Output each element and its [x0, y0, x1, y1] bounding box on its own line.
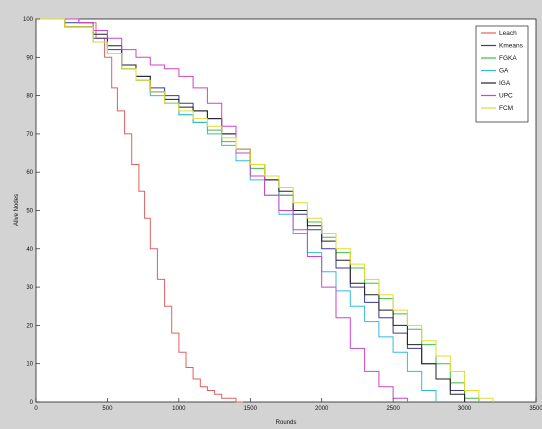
series-line-leach [36, 18, 244, 403]
x-axis-label: Rounds [276, 420, 297, 426]
y-tick-label: 100 [23, 17, 34, 23]
y-tick-label: 60 [26, 170, 33, 176]
series-line-upc [36, 18, 408, 402]
y-tick-label: 70 [26, 132, 33, 138]
legend-label-leach: Leach [499, 30, 517, 37]
y-tick-label: 10 [26, 362, 33, 368]
x-tick-label: 2500 [386, 406, 400, 412]
y-tick-label: 40 [26, 247, 33, 253]
y-tick-label: 30 [26, 285, 33, 291]
y-tick-label: 0 [30, 400, 34, 406]
x-tick-label: 1000 [172, 406, 186, 412]
tick-layer: 0 500 1000 1500 2000 2500 3000 3500 0 10 20 30 40 50 6… [23, 17, 542, 412]
series-layer [36, 18, 494, 403]
x-tick-label: 3500 [529, 406, 542, 412]
legend: Leach Kmeans FGKA GA IGA UPC FCM [475, 25, 529, 123]
legend-box [475, 25, 529, 123]
x-tick-label: 1500 [244, 406, 258, 412]
x-tick-label: 3000 [458, 406, 472, 412]
legend-label-fgka: FGKA [499, 55, 517, 62]
legend-label-iga: IGA [499, 80, 511, 87]
x-tick-label: 2000 [315, 406, 329, 412]
y-tick-label: 80 [26, 94, 33, 100]
y-axis-label: Alive Nodes [14, 194, 20, 226]
y-tick-label: 20 [26, 323, 33, 329]
x-tick-label: 0 [34, 406, 38, 412]
x-tick-label: 500 [102, 406, 113, 412]
legend-label-fcm: FCM [499, 105, 513, 112]
legend-label-upc: UPC [499, 93, 513, 100]
y-tick-label: 50 [26, 209, 33, 215]
legend-label-kmeans: Kmeans [499, 43, 524, 50]
legend-label-ga: GA [499, 68, 509, 75]
y-tick-label: 90 [26, 55, 33, 61]
series-line-fcm [36, 18, 494, 402]
